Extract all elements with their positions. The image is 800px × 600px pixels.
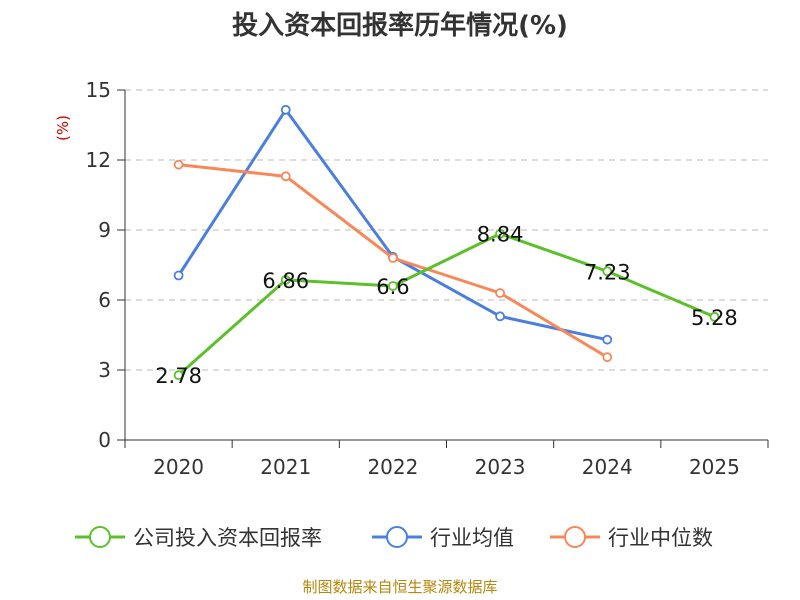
industry-mean-point bbox=[602, 334, 613, 345]
legend-item-company-roic[interactable]: 公司投入资本回报率 bbox=[75, 526, 322, 550]
legend-item-industry-median[interactable]: 行业中位数 bbox=[550, 526, 713, 550]
industry-mean-point bbox=[280, 104, 291, 115]
data-label: 6.6 bbox=[376, 275, 409, 299]
data-label: 8.84 bbox=[477, 223, 524, 247]
x-tick-label: 2020 bbox=[153, 455, 204, 479]
x-tick-label: 2021 bbox=[260, 455, 311, 479]
company-roic-point bbox=[602, 266, 613, 277]
y-tick-label: 6 bbox=[98, 288, 111, 312]
industry-median-point bbox=[173, 159, 184, 170]
company-roic-point bbox=[173, 370, 184, 381]
x-tick-label: 2023 bbox=[475, 455, 526, 479]
data-label: 6.86 bbox=[262, 269, 309, 293]
legend-label: 行业均值 bbox=[430, 526, 514, 550]
y-tick-label: 0 bbox=[98, 428, 111, 452]
industry-mean-point bbox=[495, 311, 505, 322]
company-roic-point bbox=[388, 281, 398, 291]
y-axis-unit: (%) bbox=[54, 115, 72, 141]
company-roic-point bbox=[495, 228, 505, 239]
data-label: 7.23 bbox=[584, 260, 631, 284]
x-tick-label: 2022 bbox=[367, 455, 418, 479]
y-tick-label: 3 bbox=[98, 358, 111, 382]
chart-title: 投入资本回报率历年情况(%) bbox=[232, 10, 568, 41]
legend[interactable]: 公司投入资本回报率 行业均值 行业中位数 bbox=[75, 526, 713, 550]
grid-lines bbox=[125, 89, 768, 371]
industry-median-point bbox=[495, 288, 505, 298]
industry-mean-line bbox=[177, 108, 608, 342]
legend-label: 行业中位数 bbox=[608, 526, 713, 550]
company-roic-line bbox=[177, 232, 716, 377]
x-tick-label: 2025 bbox=[689, 455, 740, 479]
industry-median-point bbox=[280, 171, 291, 182]
industry-median-point bbox=[388, 253, 398, 263]
legend-swatch-marker bbox=[564, 526, 586, 548]
source-note: 制图数据来自恒生聚源数据库 bbox=[302, 578, 497, 596]
data-label: 2.78 bbox=[155, 364, 202, 388]
data-label: 5.28 bbox=[691, 306, 738, 330]
legend-swatch-marker bbox=[386, 526, 408, 548]
legend-swatch-marker bbox=[89, 526, 111, 548]
legend-item-industry-mean[interactable]: 行业均值 bbox=[372, 526, 514, 550]
axes: 0 3 6 9 12 15 2020 2021 2022 2023 2024 2025 bbox=[86, 78, 769, 479]
y-tick-label: 9 bbox=[98, 218, 111, 242]
company-roic-point bbox=[709, 311, 720, 322]
x-tick-label: 2024 bbox=[582, 455, 633, 479]
series bbox=[173, 104, 720, 381]
industry-median-point bbox=[602, 352, 613, 363]
data-labels: 2.78 6.86 6.6 8.84 7.23 5.28 bbox=[155, 223, 738, 388]
industry-mean-point bbox=[173, 270, 184, 281]
y-tick-label: 15 bbox=[86, 78, 111, 102]
company-roic-point bbox=[280, 275, 291, 285]
legend-label: 公司投入资本回报率 bbox=[133, 526, 322, 550]
y-tick-label: 12 bbox=[86, 148, 111, 172]
